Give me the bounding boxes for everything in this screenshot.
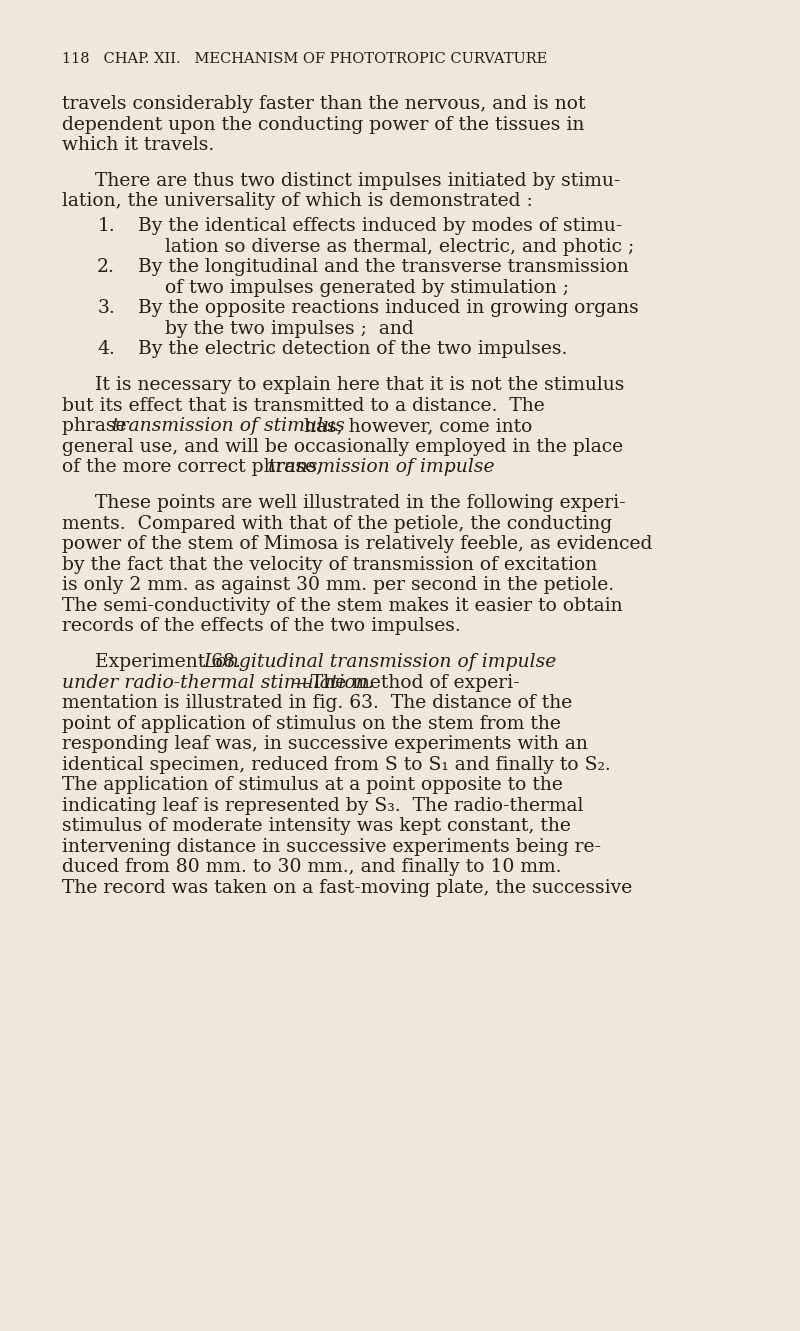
Text: —The method of experi-: —The method of experi- [292,673,520,692]
Text: The semi-conductivity of the stem makes it easier to obtain: The semi-conductivity of the stem makes … [62,596,622,615]
Text: By the identical effects induced by modes of stimu-: By the identical effects induced by mode… [138,217,622,236]
Text: dependent upon the conducting power of the tissues in: dependent upon the conducting power of t… [62,116,584,133]
Text: by the fact that the velocity of transmission of excitation: by the fact that the velocity of transmi… [62,556,598,574]
Text: identical specimen, reduced from S to S₁ and finally to S₂.: identical specimen, reduced from S to S₁… [62,756,610,773]
Text: lation so diverse as thermal, electric, and photic ;: lation so diverse as thermal, electric, … [165,238,634,256]
Text: 118   CHAP. XII.   MECHANISM OF PHOTOTROPIC CURVATURE: 118 CHAP. XII. MECHANISM OF PHOTOTROPIC … [62,52,547,67]
Text: intervening distance in successive experiments being re-: intervening distance in successive exper… [62,837,601,856]
Text: 2.: 2. [97,258,115,277]
Text: Longitudinal transmission of impulse: Longitudinal transmission of impulse [203,654,556,671]
Text: lation, the universality of which is demonstrated :: lation, the universality of which is dem… [62,193,533,210]
Text: but its effect that is transmitted to a distance.  The: but its effect that is transmitted to a … [62,397,545,415]
Text: 4.: 4. [97,341,115,358]
Text: 1.: 1. [98,217,115,236]
Text: 3.: 3. [98,299,115,318]
Text: which it travels.: which it travels. [62,136,214,154]
Text: records of the effects of the two impulses.: records of the effects of the two impuls… [62,618,461,635]
Text: of the more correct phrase,: of the more correct phrase, [62,458,328,476]
Text: transmission of impulse: transmission of impulse [268,458,494,476]
Text: travels considerably faster than the nervous, and is not: travels considerably faster than the ner… [62,95,586,113]
Text: under radio-thermal stimulation.: under radio-thermal stimulation. [62,673,374,692]
Text: stimulus of moderate intensity was kept constant, the: stimulus of moderate intensity was kept … [62,817,571,835]
Text: transmission of stimulus: transmission of stimulus [112,418,345,435]
Text: responding leaf was, in successive experiments with an: responding leaf was, in successive exper… [62,735,588,753]
Text: By the longitudinal and the transverse transmission: By the longitudinal and the transverse t… [138,258,629,277]
Text: These points are well illustrated in the following experi-: These points are well illustrated in the… [95,494,626,512]
Text: general use, and will be occasionally employed in the place: general use, and will be occasionally em… [62,438,623,455]
Text: point of application of stimulus on the stem from the: point of application of stimulus on the … [62,715,561,732]
Text: is only 2 mm. as against 30 mm. per second in the petiole.: is only 2 mm. as against 30 mm. per seco… [62,576,614,594]
Text: indicating leaf is represented by S₃.  The radio-thermal: indicating leaf is represented by S₃. Th… [62,797,583,815]
Text: The application of stimulus at a point opposite to the: The application of stimulus at a point o… [62,776,563,795]
Text: It is necessary to explain here that it is not the stimulus: It is necessary to explain here that it … [95,377,624,394]
Text: mentation is illustrated in fig. 63.  The distance of the: mentation is illustrated in fig. 63. The… [62,693,572,712]
Text: By the electric detection of the two impulses.: By the electric detection of the two imp… [138,341,567,358]
Text: There are thus two distinct impulses initiated by stimu-: There are thus two distinct impulses ini… [95,172,620,190]
Text: by the two impulses ;  and: by the two impulses ; and [165,319,414,338]
Text: ments.  Compared with that of the petiole, the conducting: ments. Compared with that of the petiole… [62,515,612,532]
Text: By the opposite reactions induced in growing organs: By the opposite reactions induced in gro… [138,299,638,318]
Text: The record was taken on a fast-moving plate, the successive: The record was taken on a fast-moving pl… [62,878,632,897]
Text: has, however, come into: has, however, come into [298,418,532,435]
Text: phrase: phrase [62,418,133,435]
Text: Experiment 68.: Experiment 68. [95,654,253,671]
Text: duced from 80 mm. to 30 mm., and finally to 10 mm.: duced from 80 mm. to 30 mm., and finally… [62,858,562,876]
Text: of two impulses generated by stimulation ;: of two impulses generated by stimulation… [165,280,569,297]
Text: power of the stem of Mimosa is relatively feeble, as evidenced: power of the stem of Mimosa is relativel… [62,535,652,554]
Text: .: . [446,458,452,476]
